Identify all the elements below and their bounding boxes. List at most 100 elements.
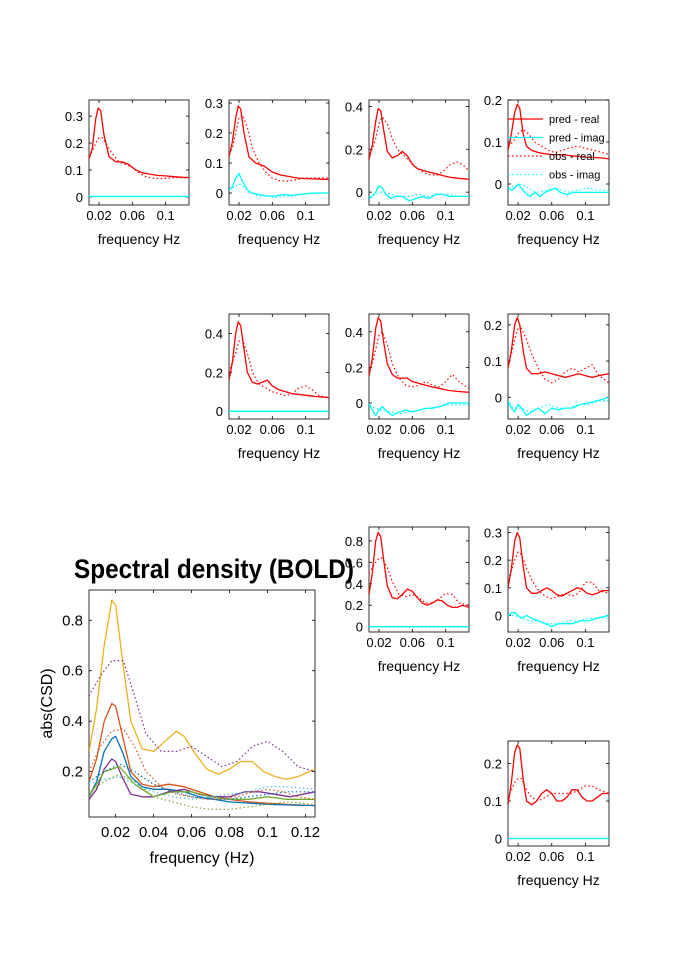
x-tick-label: 0.1 <box>297 208 315 223</box>
x-axis-label: frequency Hz <box>517 231 599 247</box>
y-tick-label: 0.2 <box>65 136 83 151</box>
series-line-s4 <box>89 765 315 800</box>
x-tick-label: 0.08 <box>215 824 244 841</box>
axes-frame <box>507 313 610 420</box>
series-group <box>89 107 189 198</box>
series-line-s8 <box>89 773 315 810</box>
series-line-obs-real <box>369 331 469 390</box>
series-line-s2 <box>89 735 315 807</box>
y-tick-label: 0.4 <box>345 325 363 340</box>
y-tick-label: 0.6 <box>345 555 363 570</box>
x-tick-label: 0.06 <box>539 849 564 864</box>
panel-2-3: 0.02 0.06 0.1 0 0.2 0.4 frequency Hz <box>345 313 470 461</box>
x-axis-label: frequency (Hz) <box>150 850 255 867</box>
series-line-s7 <box>89 776 315 800</box>
y-tick-label: 0.2 <box>345 142 363 157</box>
series-line-pred-real <box>508 103 609 160</box>
series-line-obs-real <box>369 557 469 606</box>
y-tick-label: 0.1 <box>484 581 502 596</box>
y-tick-label: 0.4 <box>345 99 363 114</box>
x-axis-label: frequency Hz <box>238 445 320 461</box>
y-tick-label: 0.2 <box>205 126 223 141</box>
y-tick-label: 0.4 <box>205 326 223 341</box>
y-tick-label: 0.4 <box>345 577 363 592</box>
x-axis-label: frequency Hz <box>378 231 460 247</box>
y-tick-label: 0.4 <box>62 713 83 730</box>
x-tick-label: 0.1 <box>297 422 315 437</box>
y-tick-label: 0.3 <box>484 526 502 541</box>
y-tick-label: 0 <box>76 190 83 205</box>
y-tick-label: 0.2 <box>62 764 83 781</box>
x-tick-label: 0.06 <box>539 208 564 223</box>
axes-frame <box>88 99 190 206</box>
series-group <box>369 107 469 202</box>
x-tick-label: 0.02 <box>366 422 391 437</box>
panel-3-3: 0.02 0.06 0.1 0 0.2 0.4 0.6 0.8 frequency Hz <box>345 526 470 674</box>
y-tick-label: 0 <box>216 404 223 419</box>
series-line-obs-imag <box>369 191 469 197</box>
chart-title: Spectral density (BOLD) <box>74 554 354 584</box>
x-tick-label: 0.06 <box>539 422 564 437</box>
y-tick-label: 0.1 <box>484 794 502 809</box>
x-axis-label: frequency Hz <box>517 658 599 674</box>
y-axis-label: abs(CSD) <box>39 668 56 738</box>
x-tick-label: 0.02 <box>101 824 130 841</box>
x-axis-label: frequency Hz <box>517 872 599 888</box>
x-axis-label: frequency Hz <box>238 231 320 247</box>
x-tick-label: 0.1 <box>576 849 594 864</box>
y-tick-label: 0.3 <box>65 109 83 124</box>
x-tick-label: 0.02 <box>505 635 530 650</box>
y-tick-label: 0.1 <box>65 163 83 178</box>
y-tick-label: 0.2 <box>205 365 223 380</box>
axes-frame <box>228 313 330 420</box>
series-line-pred-real <box>369 107 469 180</box>
series-line-s5 <box>89 660 315 773</box>
panel-1-4: 0.02 0.06 0.1 0 0.1 0.2 frequency Hz pred - rea… <box>484 93 610 247</box>
series-line-obs-imag <box>369 404 469 415</box>
x-tick-label: 0.02 <box>226 208 251 223</box>
x-tick-label: 0.04 <box>139 824 168 841</box>
series-line-pred-real <box>229 105 329 181</box>
series-line-obs-imag <box>508 183 609 193</box>
x-tick-label: 0.06 <box>120 208 145 223</box>
y-tick-label: 0 <box>356 185 363 200</box>
x-tick-label: 0.02 <box>505 422 530 437</box>
y-tick-label: 0.2 <box>484 318 502 333</box>
axes-frame <box>368 313 470 420</box>
x-axis-label: frequency Hz <box>378 445 460 461</box>
axes-frame <box>88 589 316 818</box>
series-line-obs-real <box>369 116 469 176</box>
y-tick-label: 0 <box>495 608 502 623</box>
x-tick-label: 0.12 <box>291 824 320 841</box>
series-line-pred-imag <box>508 183 609 198</box>
series-group <box>89 599 315 810</box>
series-line-pred-real <box>508 316 609 379</box>
x-tick-label: 0.02 <box>86 208 111 223</box>
panel-1-3: 0.02 0.06 0.1 0 0.2 0.4 frequency Hz <box>345 99 470 247</box>
y-tick-label: 0.1 <box>205 156 223 171</box>
legend: pred - real pred - imag obs - real obs - im… <box>508 114 605 182</box>
series-line-pred-real <box>369 316 469 393</box>
x-tick-label: 0.06 <box>400 635 425 650</box>
series-group <box>369 316 469 417</box>
axes-frame <box>507 99 610 206</box>
legend-label: obs - imag <box>549 170 600 182</box>
x-tick-label: 0.06 <box>260 208 285 223</box>
series-group <box>508 744 609 840</box>
x-tick-label: 0.02 <box>366 208 391 223</box>
series-group <box>508 103 609 198</box>
x-tick-label: 0.02 <box>505 849 530 864</box>
series-line-obs-real <box>508 327 609 384</box>
x-tick-label: 0.1 <box>157 208 175 223</box>
legend-label: obs - real <box>549 151 595 163</box>
x-tick-label: 0.06 <box>260 422 285 437</box>
series-line-obs-real <box>229 338 329 399</box>
panel-1-2: 0.02 0.06 0.1 0 0.1 0.2 0.3 frequency Hz <box>205 96 330 247</box>
series-line-pred-imag <box>508 396 609 417</box>
x-tick-label: 0.02 <box>366 635 391 650</box>
y-tick-label: 0.2 <box>484 93 502 108</box>
series-line-pred-imag <box>508 612 609 628</box>
x-tick-label: 0.1 <box>257 824 278 841</box>
y-tick-label: 0.1 <box>484 354 502 369</box>
